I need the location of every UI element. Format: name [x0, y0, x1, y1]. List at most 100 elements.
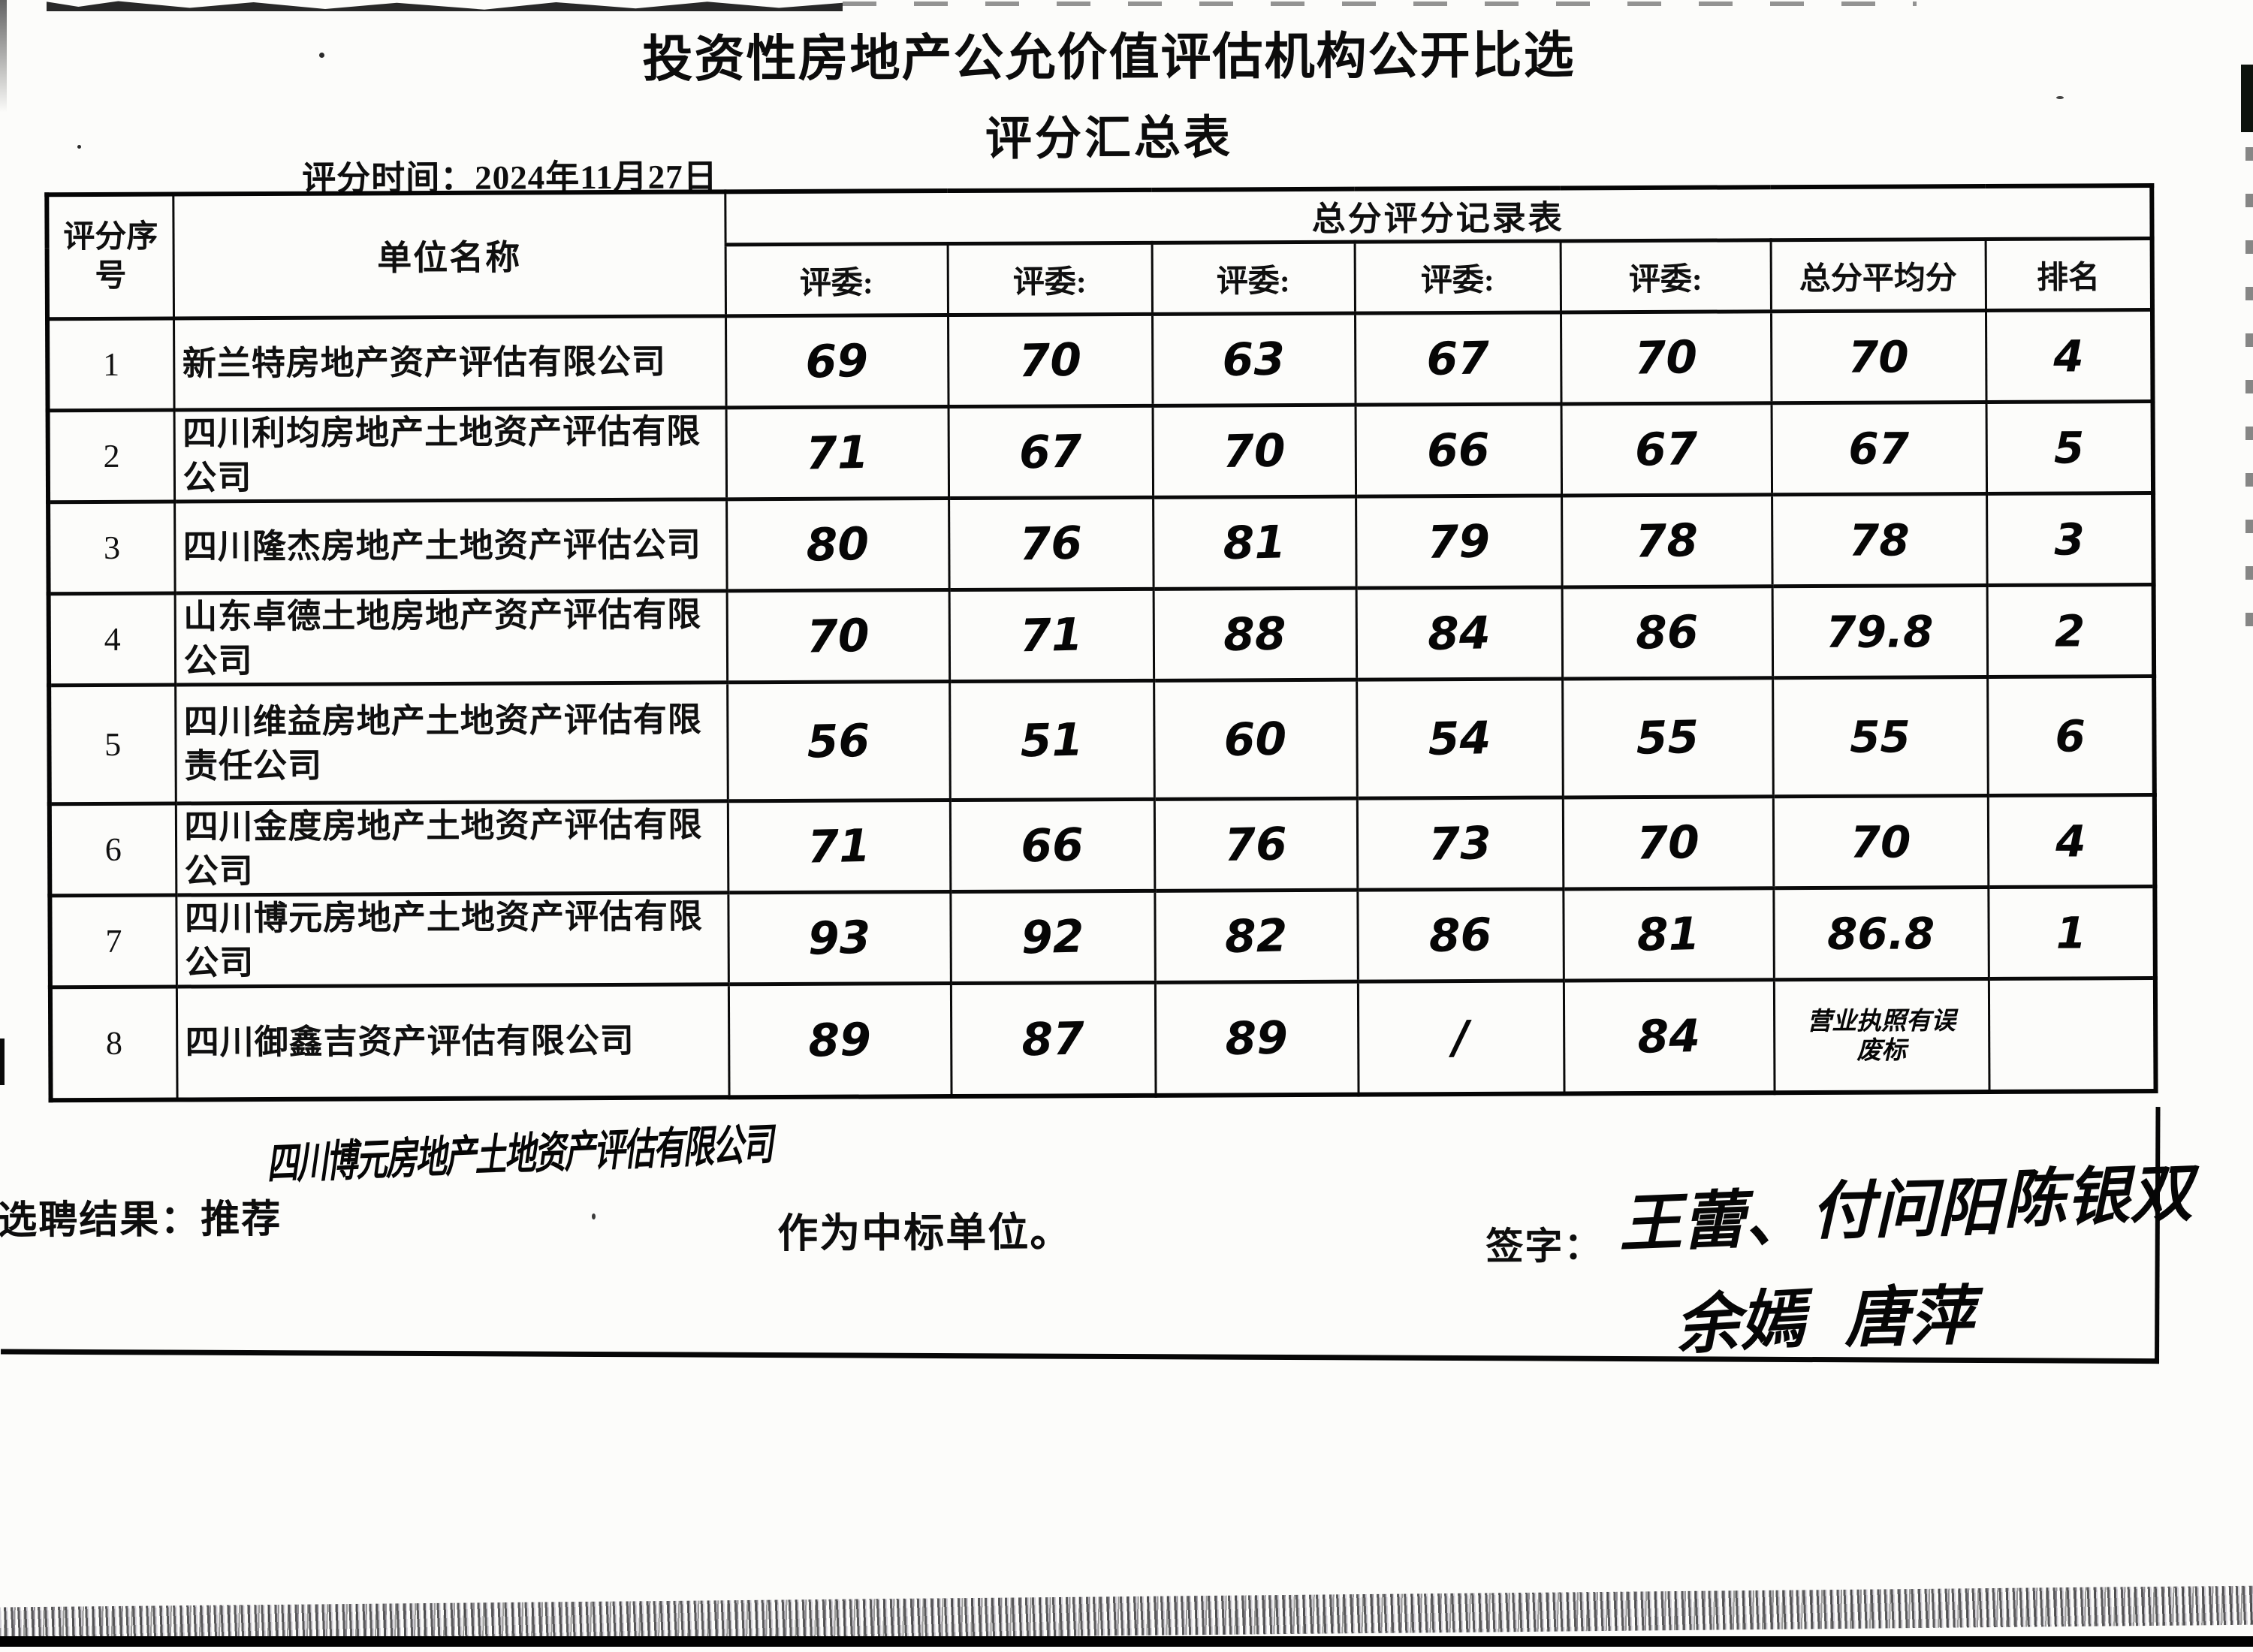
- header-unit: 单位名称: [173, 191, 726, 319]
- score-cell: 81: [1562, 886, 1775, 983]
- seq-cell: 4: [48, 593, 176, 686]
- score-cell: 92: [949, 888, 1156, 985]
- table-row: 6 四川金度房地产土地资产评估有限公司 71 66 76 73 70 70 4: [49, 794, 2155, 896]
- score-cell: 67: [947, 403, 1154, 500]
- scan-artifact-dot: [2056, 96, 2064, 99]
- score-cell: 67: [1560, 401, 1773, 498]
- unit-cell: 四川隆杰房地产土地资产评估公司: [174, 499, 727, 594]
- score-cell: 79: [1355, 493, 1563, 590]
- unit-cell: 四川金度房地产土地资产评估有限公司: [175, 800, 728, 896]
- scan-artifact-dot: [592, 1213, 596, 1219]
- signature: 王蕾、: [1617, 1180, 1810, 1262]
- scan-artifact-right-edge: [2241, 65, 2253, 132]
- unit-cell: 四川利均房地产土地资产评估有限公司: [173, 407, 727, 502]
- unit-cell: 四川博元房地产土地资产评估有限公司: [176, 892, 728, 987]
- seq-cell: 7: [50, 895, 176, 987]
- seq-cell: 3: [48, 502, 175, 594]
- avg-cell: 55: [1772, 677, 1988, 797]
- scan-artifact-left-border: [0, 1039, 5, 1085]
- scan-artifact-corner: [0, 0, 7, 113]
- rank-cell: 4: [1987, 794, 2155, 888]
- score-cell: 56: [725, 679, 952, 803]
- score-cell: 84: [1355, 585, 1564, 682]
- header-seq: 评分序号: [47, 194, 174, 319]
- unit-cell: 四川御鑫吉资产评估有限公司: [176, 984, 729, 1100]
- header-judge-2: 评委:: [947, 243, 1152, 315]
- score-cell: 71: [948, 586, 1155, 683]
- score-cell: /: [1356, 978, 1565, 1096]
- avg-cell: 78: [1772, 493, 1987, 586]
- score-cell: 54: [1355, 677, 1564, 800]
- header-judge-3: 评委:: [1151, 242, 1355, 315]
- seq-cell: 6: [49, 803, 176, 896]
- result-label: 选聘结果：推荐: [0, 1198, 282, 1243]
- table-row: 5 四川维益房地产土地资产评估有限责任公司 56 51 60 54 55 55 …: [49, 676, 2155, 804]
- unit-cell: 山东卓德土地房地产资产评估有限公司: [174, 590, 728, 686]
- score-cell: 89: [1154, 979, 1359, 1097]
- seq-cell: 8: [50, 987, 177, 1100]
- score-cell: 71: [725, 404, 950, 502]
- score-cell: 70: [725, 587, 951, 685]
- score-cell: 66: [1354, 402, 1563, 499]
- score-cell: 88: [1152, 586, 1358, 683]
- rank-cell: 6: [1987, 676, 2155, 796]
- table-row: 2 四川利均房地产土地资产评估有限公司 71 67 70 66 67 67 5: [47, 401, 2154, 502]
- rank-cell: 1: [1988, 886, 2155, 979]
- score-cell: 60: [1152, 677, 1359, 801]
- score-cell: 76: [948, 495, 1154, 592]
- header-rank: 排名: [1985, 238, 2153, 311]
- score-cell: 69: [724, 312, 949, 410]
- score-cell: 70: [946, 312, 1154, 408]
- rank-cell: [1988, 978, 2156, 1092]
- score-cell: 86: [1561, 584, 1774, 681]
- avg-cell: 营业执照有误 废标: [1773, 978, 1989, 1093]
- score-cell: 84: [1562, 978, 1775, 1096]
- score-cell: 51: [948, 678, 1156, 802]
- avg-cell: 70: [1772, 795, 1989, 888]
- seq-cell: 1: [47, 318, 174, 411]
- avg-cell: 86.8: [1773, 887, 1989, 980]
- seq-cell: 5: [49, 685, 176, 804]
- scan-artifact-right-dashes: [2245, 147, 2253, 628]
- table-row: 8 四川御鑫吉资产评估有限公司 89 87 89 / 84 营业执照有误 废标: [50, 978, 2156, 1100]
- sign-label: 签字：: [1485, 1225, 1603, 1268]
- score-cell: 78: [1561, 493, 1773, 589]
- avg-cell: 67: [1771, 402, 1987, 495]
- score-cell: 67: [1353, 310, 1562, 407]
- rank-cell: 2: [1986, 584, 2155, 677]
- avg-cell: 79.8: [1772, 585, 1988, 678]
- scan-artifact-dot: [319, 53, 324, 58]
- title-block: 投资性房地产公允价值评估机构公开比选 评分汇总表: [523, 14, 1695, 170]
- signature: 付问阳: [1810, 1170, 2001, 1249]
- seq-cell: 2: [47, 410, 175, 502]
- score-table: 评分序号 单位名称 总分评分记录表 评委: 评委: 评委: 评委: 评委: 总分…: [44, 183, 2158, 1102]
- score-cell: 55: [1561, 676, 1775, 800]
- header-judge-5: 评委:: [1560, 240, 1771, 312]
- score-cell: 71: [726, 797, 952, 895]
- score-cell: 70: [1151, 402, 1357, 499]
- rank-cell: 4: [1985, 309, 2153, 402]
- header-judge-1: 评委:: [725, 243, 949, 316]
- score-cell: 86: [1356, 887, 1564, 984]
- rank-cell: 5: [1986, 401, 2154, 494]
- table-row: 4 山东卓德土地房地产资产评估有限公司 70 71 88 84 86 79.8 …: [48, 584, 2155, 686]
- header-judge-4: 评委:: [1354, 240, 1561, 314]
- unit-cell: 四川维益房地产土地资产评估有限责任公司: [175, 682, 728, 804]
- result-suffix: 作为中标单位。: [777, 1210, 1072, 1257]
- score-cell: 87: [949, 980, 1157, 1098]
- scan-artifact-top-streak: [843, 2, 1917, 6]
- score-cell: 82: [1154, 888, 1359, 984]
- scan-artifact-dot: [77, 145, 81, 149]
- table-row: 7 四川博元房地产土地资产评估有限公司 93 92 82 86 81 86.8 …: [50, 886, 2155, 987]
- header-record-group: 总分评分记录表: [725, 185, 2152, 245]
- score-cell: 81: [1152, 494, 1357, 591]
- score-cell: 89: [727, 981, 952, 1099]
- signature: 唐萍: [1843, 1278, 1975, 1357]
- score-cell: 66: [949, 797, 1156, 894]
- score-cell: 76: [1153, 796, 1359, 893]
- unit-cell: 新兰特房地产资产评估有限公司: [173, 315, 726, 411]
- page-title: 投资性房地产公允价值评估机构公开比选: [642, 27, 1576, 88]
- scan-artifact-bottom-bar: [0, 1636, 2253, 1647]
- header-average: 总分平均分: [1770, 239, 1986, 312]
